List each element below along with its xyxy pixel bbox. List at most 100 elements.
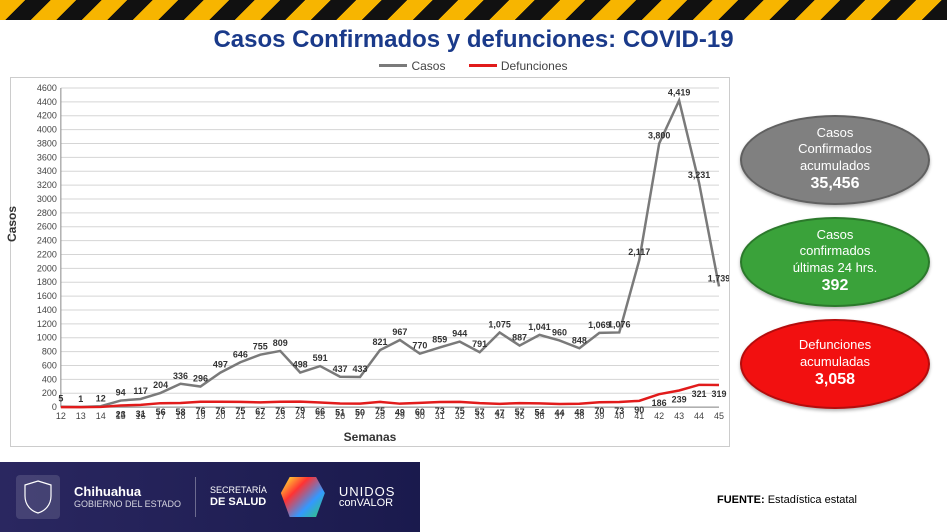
svg-text:336: 336 (173, 370, 188, 380)
svg-text:1,076: 1,076 (608, 319, 630, 329)
svg-text:12: 12 (96, 393, 106, 403)
svg-text:1,739: 1,739 (708, 273, 729, 283)
svg-text:944: 944 (452, 328, 467, 338)
svg-text:4,419: 4,419 (668, 87, 690, 97)
svg-text:591: 591 (313, 353, 328, 363)
svg-text:76: 76 (195, 405, 205, 415)
svg-text:960: 960 (552, 327, 567, 337)
y-axis-label: Casos (5, 205, 19, 241)
svg-text:58: 58 (176, 407, 186, 417)
svg-text:2000: 2000 (37, 263, 57, 273)
gov-name-text: Chihuahua (74, 484, 181, 500)
svg-text:200: 200 (42, 388, 57, 398)
svg-text:44: 44 (554, 407, 564, 417)
svg-text:57: 57 (515, 407, 525, 417)
svg-text:50: 50 (355, 407, 365, 417)
svg-text:1000: 1000 (37, 332, 57, 342)
svg-text:1800: 1800 (37, 277, 57, 287)
hazard-stripe-bar (0, 0, 947, 20)
svg-text:76: 76 (275, 405, 285, 415)
svg-text:57: 57 (475, 407, 485, 417)
svg-text:498: 498 (293, 359, 308, 369)
svg-text:186: 186 (652, 398, 667, 408)
svg-text:770: 770 (412, 340, 427, 350)
svg-text:3400: 3400 (37, 166, 57, 176)
svg-text:3,231: 3,231 (688, 169, 710, 179)
svg-text:45: 45 (714, 411, 724, 421)
svg-text:47: 47 (495, 407, 505, 417)
svg-text:848: 848 (572, 335, 587, 345)
svg-text:12: 12 (56, 411, 66, 421)
svg-text:79: 79 (295, 405, 305, 415)
fuente-value-text: Estadística estatal (768, 494, 857, 506)
fuente-label-text: FUENTE: (717, 494, 765, 506)
svg-text:239: 239 (672, 394, 687, 404)
svg-text:204: 204 (153, 379, 168, 389)
svg-text:4400: 4400 (37, 96, 57, 106)
svg-text:600: 600 (42, 360, 57, 370)
svg-text:791: 791 (472, 339, 487, 349)
secretaria-label: SECRETARÍA DE SALUD (210, 485, 267, 509)
svg-text:319: 319 (712, 388, 727, 398)
svg-text:14: 14 (96, 411, 106, 421)
legend-label-defunciones: Defunciones (501, 59, 568, 73)
state-map-icon (281, 477, 325, 517)
svg-text:3000: 3000 (37, 193, 57, 203)
footer: Chihuahua GOBIERNO DEL ESTADO SECRETARÍA… (0, 462, 947, 532)
x-axis-label: Semanas (344, 430, 397, 444)
svg-text:321: 321 (692, 388, 707, 398)
svg-text:67: 67 (255, 406, 265, 416)
chart-title: Casos Confirmados y defunciones: COVID-1… (0, 26, 947, 54)
svg-text:3600: 3600 (37, 152, 57, 162)
svg-text:75: 75 (235, 405, 245, 415)
svg-text:433: 433 (353, 364, 368, 374)
svg-text:1,075: 1,075 (488, 319, 510, 329)
svg-text:66: 66 (315, 406, 325, 416)
secretaria-top: SECRETARÍA (210, 485, 267, 495)
svg-text:3,800: 3,800 (648, 130, 670, 140)
svg-text:967: 967 (392, 327, 407, 337)
svg-text:75: 75 (375, 405, 385, 415)
svg-text:859: 859 (432, 334, 447, 344)
svg-text:73: 73 (435, 405, 445, 415)
svg-text:56: 56 (156, 407, 166, 417)
svg-text:2800: 2800 (37, 207, 57, 217)
svg-text:646: 646 (233, 349, 248, 359)
summary-oval-2: Defuncionesacumuladas3,058 (740, 319, 930, 409)
svg-text:31: 31 (136, 408, 146, 418)
campaign-bot-bold: VALOR (357, 497, 393, 509)
campaign-bot-light: con (339, 497, 357, 509)
svg-text:800: 800 (42, 346, 57, 356)
footer-divider (195, 477, 196, 517)
svg-text:3200: 3200 (37, 180, 57, 190)
shield-icon (16, 475, 60, 519)
svg-text:73: 73 (614, 405, 624, 415)
campaign-logo: UNIDOS conVALOR (339, 485, 396, 509)
summary-oval-0: CasosConfirmadosacumulados35,456 (740, 115, 930, 205)
gov-sub-text: GOBIERNO DEL ESTADO (74, 499, 181, 510)
government-name: Chihuahua GOBIERNO DEL ESTADO (74, 484, 181, 510)
svg-text:1400: 1400 (37, 304, 57, 314)
legend-swatch-defunciones (469, 64, 497, 67)
svg-text:809: 809 (273, 337, 288, 347)
svg-text:23: 23 (116, 409, 126, 419)
legend-item-defunciones: Defunciones (469, 59, 568, 73)
legend-item-casos: Casos (379, 59, 445, 73)
svg-text:1: 1 (78, 394, 83, 404)
svg-text:2400: 2400 (37, 235, 57, 245)
legend-label-casos: Casos (411, 59, 445, 73)
line-chart-svg: 0200400600800100012001400160018002000220… (11, 78, 729, 447)
chart-area: 0200400600800100012001400160018002000220… (10, 77, 730, 447)
svg-text:13: 13 (76, 411, 86, 421)
secretaria-bot: DE SALUD (210, 496, 267, 509)
svg-text:2600: 2600 (37, 221, 57, 231)
svg-text:497: 497 (213, 359, 228, 369)
svg-text:90: 90 (634, 404, 644, 414)
svg-text:4000: 4000 (37, 124, 57, 134)
summary-oval-1: Casosconfirmadosúltimas 24 hrs.392 (740, 217, 930, 307)
svg-text:48: 48 (574, 407, 584, 417)
svg-text:94: 94 (116, 387, 126, 397)
footer-brand-bar: Chihuahua GOBIERNO DEL ESTADO SECRETARÍA… (0, 462, 420, 532)
svg-text:117: 117 (133, 385, 147, 395)
summary-ovals: CasosConfirmadosacumulados35,456 Casoscon… (730, 77, 937, 447)
